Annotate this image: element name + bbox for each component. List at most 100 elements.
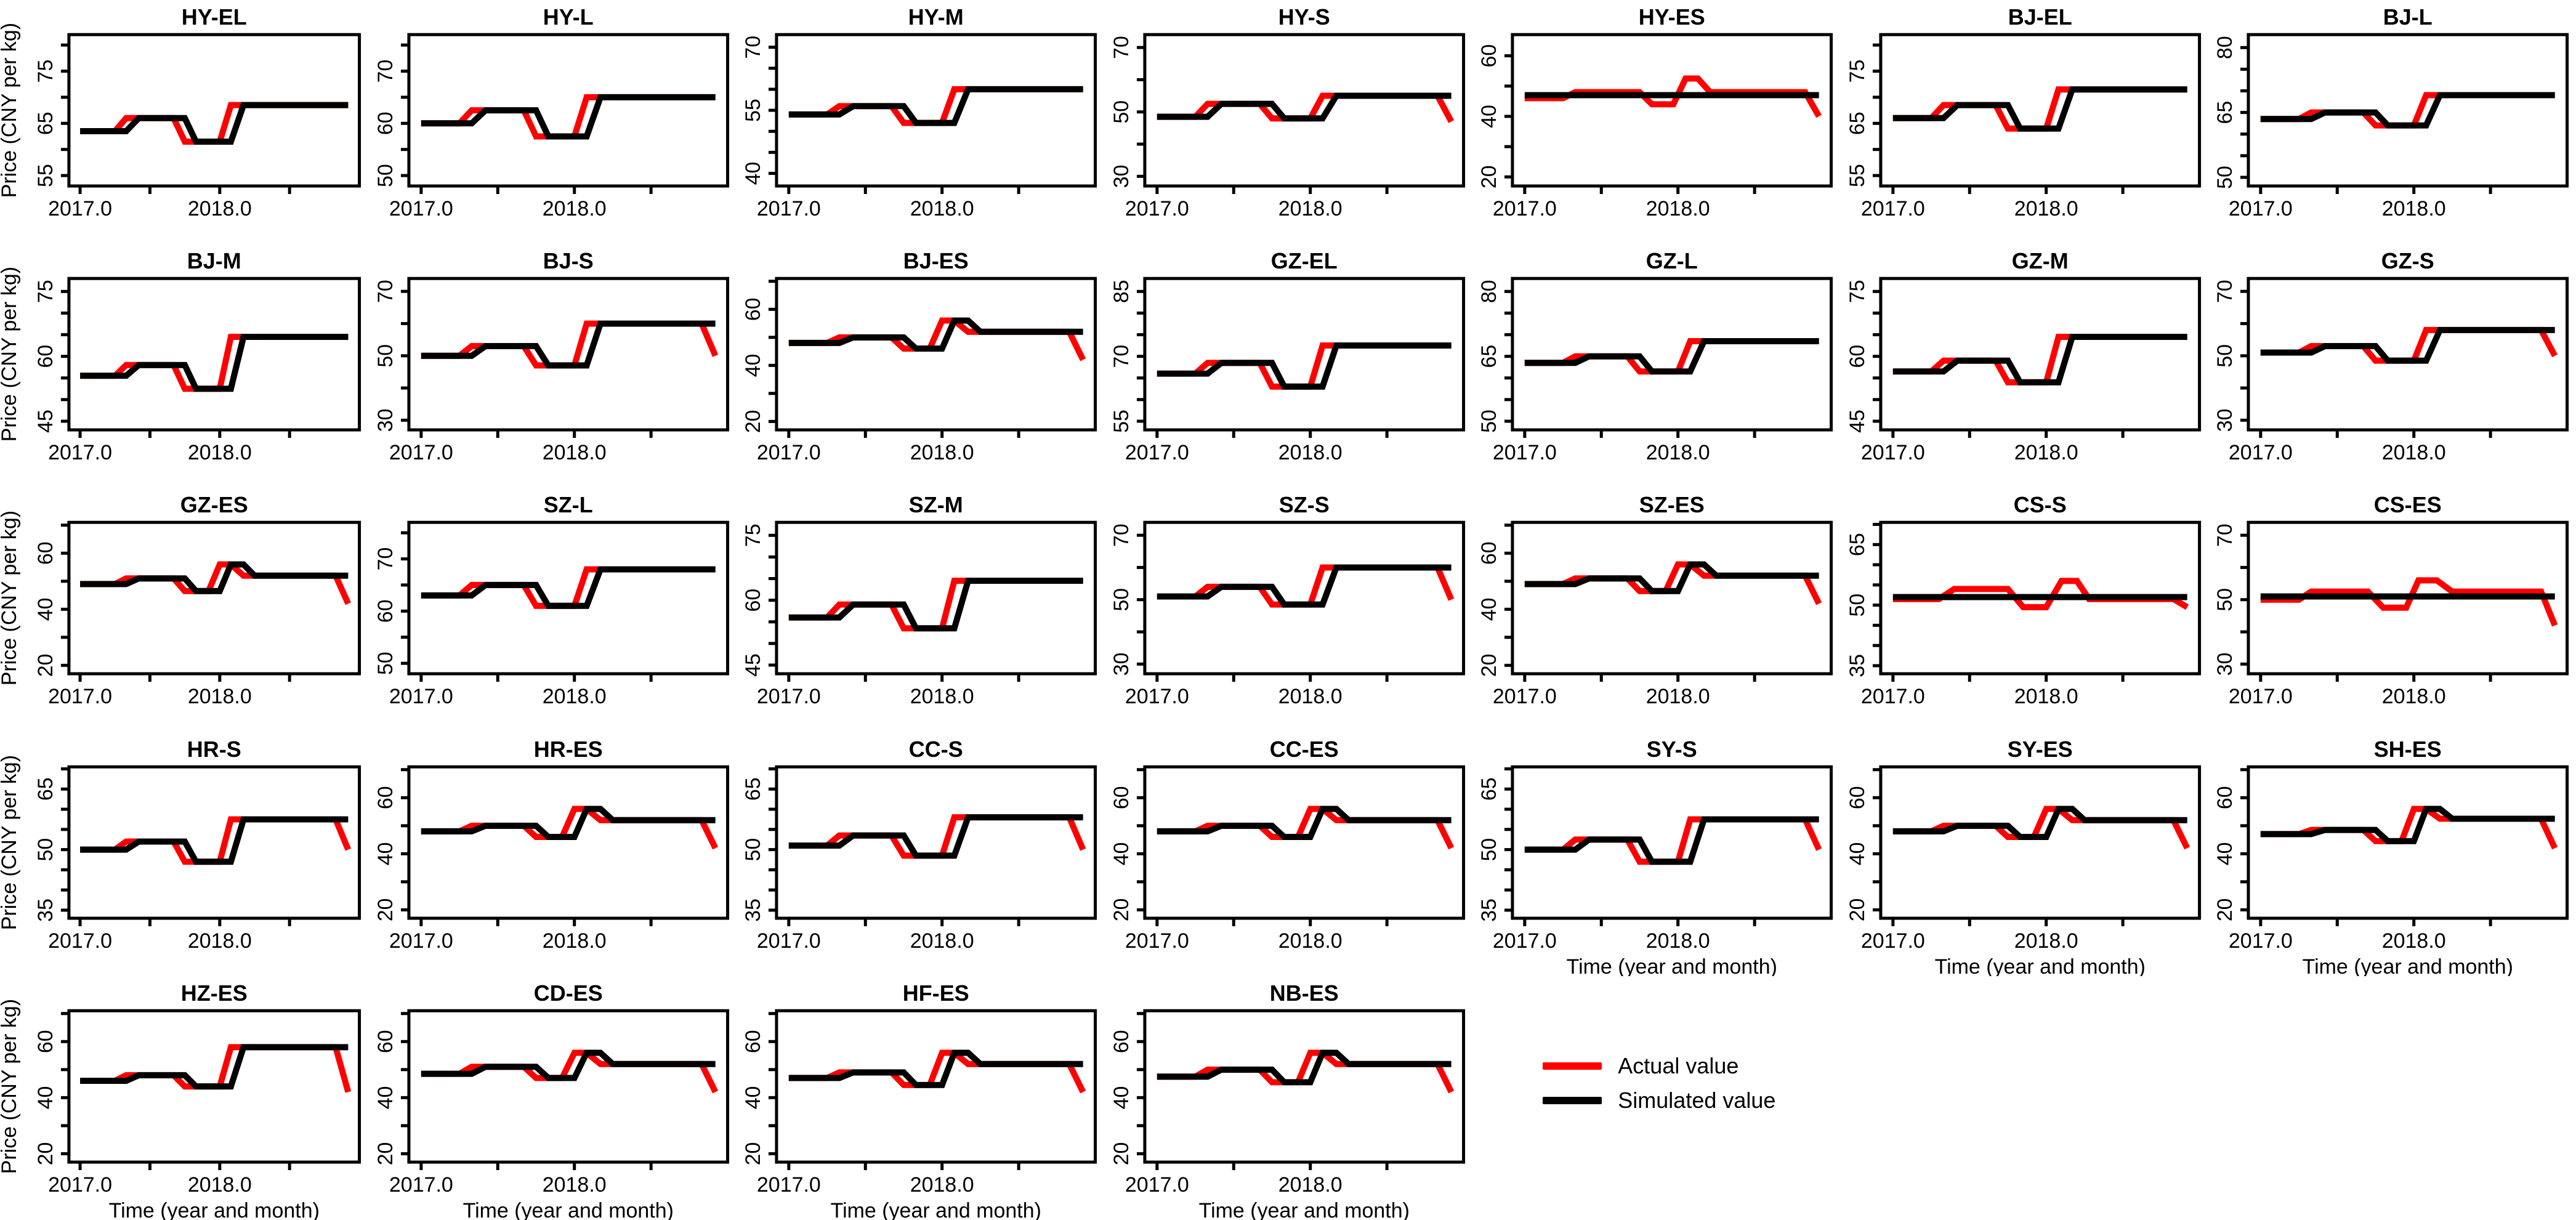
actual-line — [80, 334, 349, 392]
subplot-svg-hy-l: HY-L 50 60 70 2017.0 2018.0 — [374, 4, 729, 220]
y-tick-label: 45 — [741, 653, 765, 677]
plot-box — [67, 521, 361, 676]
x-tick-label: 2018.0 — [2014, 197, 2078, 220]
y-tick-label: 35 — [34, 899, 57, 922]
x-tick-label: 2018.0 — [1646, 197, 1710, 220]
y-tick-label: 70 — [1110, 524, 1133, 547]
subplot-sz-s: SZ-S 30 50 70 2017.0 2018.0 — [1104, 488, 1472, 732]
subplot-hf-es: HF-ES 20 40 60 2017.0 2018.0 Time (year and mo… — [736, 976, 1104, 1220]
x-tick-label: 2018.0 — [2382, 685, 2446, 708]
subplot-title: BJ-M — [187, 248, 241, 273]
plot-box — [1511, 33, 1833, 188]
y-tick-label: 70 — [2213, 524, 2237, 547]
y-tick-label: 40 — [1110, 1086, 1133, 1109]
x-tick-label: 2017.0 — [1861, 929, 1925, 953]
x-tick-label: 2017.0 — [1125, 197, 1189, 220]
subplot-hz-es: HZ-ES 20 40 60 2017.0 2018.0 Time (year and mo… — [0, 976, 368, 1220]
x-tick-label: 2017.0 — [1125, 1173, 1189, 1197]
plot-box — [1511, 521, 1833, 676]
y-tick-label: 65 — [34, 111, 57, 135]
y-tick-label: 65 — [1477, 345, 1501, 368]
y-tick-label: 40 — [1477, 598, 1501, 621]
y-tick-label: 45 — [1846, 410, 1869, 433]
y-tick-label: 50 — [2213, 344, 2237, 368]
subplot-sy-s: SY-S 35 50 65 2017.0 2018.0 Time (year and mon… — [1472, 732, 1840, 976]
x-tick-label: 2017.0 — [48, 197, 112, 220]
legend-item-simulated: Simulated value — [1543, 1088, 1775, 1113]
subplot-title: CC-S — [909, 737, 963, 762]
subplot-svg-hy-es: HY-ES 20 40 60 2017.0 2018.0 — [1477, 4, 1833, 220]
simulated-line — [788, 86, 1083, 126]
y-tick-label: 20 — [1110, 898, 1133, 921]
y-tick-label: 60 — [34, 542, 57, 565]
subplot-svg-hr-s: HR-S 35 50 65 2017.0 2018.0 Price (CNY per kg) — [0, 737, 361, 953]
x-tick-label: 2017.0 — [1125, 441, 1189, 464]
x-tick-label: 2017.0 — [48, 929, 112, 953]
subplot-bj-el: BJ-EL 55 65 75 2017.0 2018.0 — [1840, 0, 2208, 244]
y-tick-label: 50 — [1110, 100, 1133, 124]
subplot-bj-s: BJ-S 30 50 70 2017.0 2018.0 — [368, 244, 737, 488]
subplot-sh-es: SH-ES 20 40 60 2017.0 2018.0 Time (year and mo… — [2208, 732, 2576, 976]
x-tick-label: 2017.0 — [757, 1173, 821, 1197]
subplot-svg-gz-l: GZ-L 50 65 80 2017.0 2018.0 — [1477, 248, 1833, 464]
plot-box — [1143, 521, 1465, 676]
y-tick-label: 75 — [34, 280, 57, 304]
simulated-line — [1157, 92, 1452, 122]
subplot-svg-gz-s: GZ-S 30 50 70 2017.0 2018.0 — [2213, 248, 2569, 464]
y-tick-label: 30 — [374, 409, 397, 432]
x-tick-label: 2017.0 — [1861, 685, 1925, 708]
legend-label-actual: Actual value — [1618, 1052, 1739, 1078]
y-tick-label: 50 — [374, 652, 397, 676]
subplot-svg-gz-el: GZ-EL 55 70 85 2017.0 2018.0 — [1110, 248, 1465, 464]
x-tick-label: 2018.0 — [2014, 685, 2078, 708]
subplot-bj-m: BJ-M 45 60 75 2017.0 2018.0 Price (CNY per kg) — [0, 244, 368, 488]
y-tick-label: 20 — [1477, 165, 1501, 188]
subplot-title: BJ-L — [2383, 4, 2433, 30]
y-tick-label: 60 — [1846, 345, 1869, 368]
x-tick-label: 2017.0 — [1493, 197, 1557, 220]
x-axis-label: Time (year and month) — [109, 1199, 320, 1220]
subplot-title: HY-EL — [182, 4, 247, 30]
y-tick-label: 80 — [1477, 280, 1501, 304]
subplot-title: GZ-L — [1646, 248, 1698, 273]
simulated-line-swatch-icon — [1543, 1096, 1602, 1104]
subplot-svg-cs-es: CS-ES 30 50 70 2017.0 2018.0 — [2213, 493, 2569, 708]
subplot-gz-el: GZ-EL 55 70 85 2017.0 2018.0 — [1104, 244, 1472, 488]
x-tick-label: 2018.0 — [2382, 197, 2446, 220]
subplot-svg-gz-es: GZ-ES 20 40 60 2017.0 2018.0 Price (CNY per kg… — [0, 493, 361, 708]
x-tick-label: 2018.0 — [910, 1173, 974, 1197]
y-tick-label: 20 — [34, 654, 57, 677]
plot-box — [407, 521, 729, 676]
subplot-svg-bj-s: BJ-S 30 50 70 2017.0 2018.0 — [374, 248, 729, 464]
plot-box — [1143, 1009, 1465, 1164]
subplot-title: HY-M — [908, 4, 964, 30]
y-tick-label: 20 — [2213, 898, 2237, 921]
plot-box — [1143, 765, 1465, 920]
actual-line — [421, 320, 718, 369]
y-tick-label: 45 — [34, 410, 57, 433]
actual-line — [1157, 342, 1452, 390]
y-tick-label: 55 — [741, 99, 765, 122]
y-tick-label: 50 — [1110, 588, 1133, 612]
x-tick-label: 2017.0 — [1125, 685, 1189, 708]
subplot-gz-l: GZ-L 50 65 80 2017.0 2018.0 — [1472, 244, 1840, 488]
simulated-line — [1892, 806, 2187, 840]
simulated-line — [1525, 816, 1819, 865]
subplot-title: CS-ES — [2374, 493, 2442, 518]
simulated-line — [2261, 327, 2556, 364]
x-tick-label: 2018.0 — [542, 929, 606, 953]
y-tick-label: 20 — [374, 898, 397, 921]
subplot-title: SZ-M — [909, 493, 963, 518]
actual-line — [1892, 86, 2187, 132]
subplot-gz-es: GZ-ES 20 40 60 2017.0 2018.0 Price (CNY per kg… — [0, 488, 368, 732]
plot-box — [67, 1009, 361, 1164]
x-tick-label: 2018.0 — [188, 685, 252, 708]
y-tick-label: 35 — [1477, 899, 1501, 922]
y-axis-label: Price (CNY per kg) — [0, 999, 21, 1174]
x-tick-label: 2018.0 — [2382, 929, 2446, 953]
subplot-svg-bj-l: BJ-L 50 65 80 2017.0 2018.0 — [2213, 4, 2569, 220]
subplot-sz-es: SZ-ES 20 40 60 2017.0 2018.0 — [1472, 488, 1840, 732]
plot-box — [67, 33, 361, 188]
y-tick-label: 60 — [741, 298, 765, 321]
y-tick-label: 40 — [374, 1086, 397, 1109]
